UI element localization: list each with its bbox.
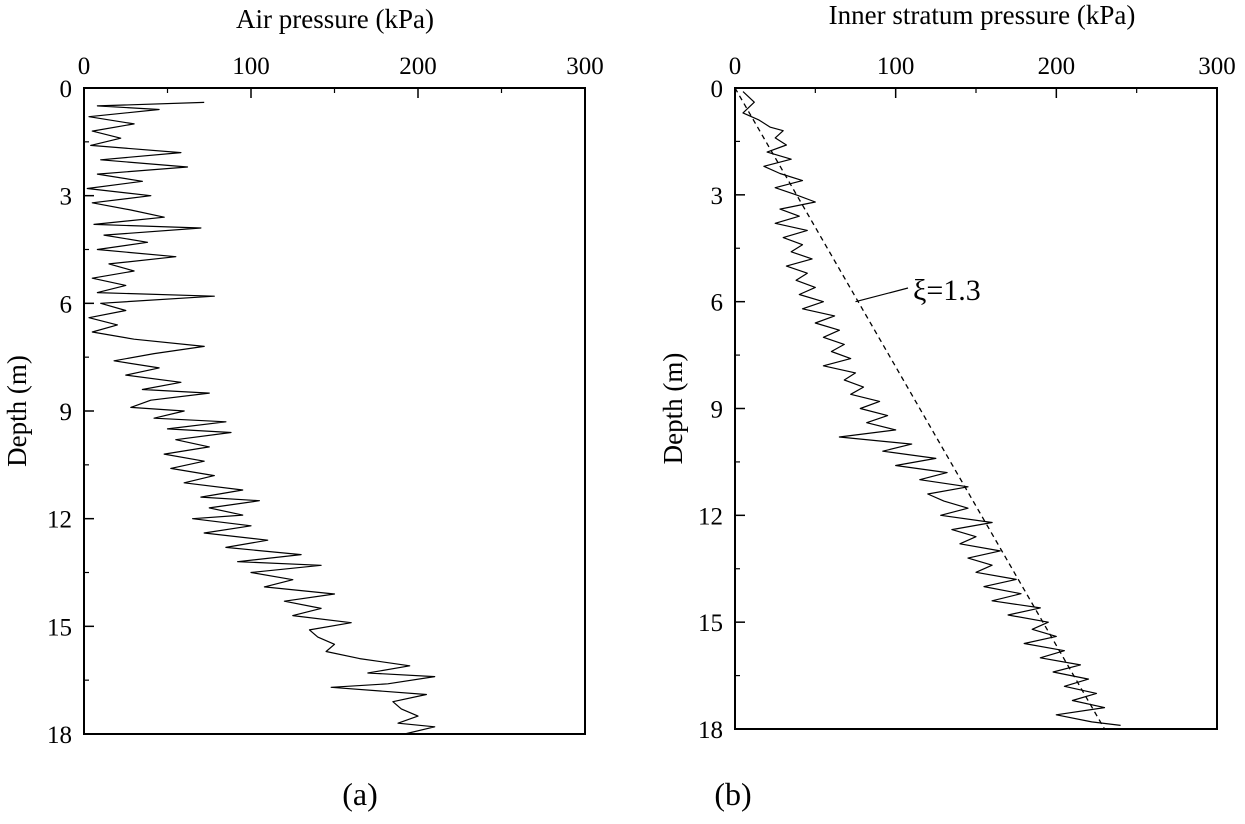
x-tick-label: 0 xyxy=(78,53,91,80)
x-tick-label: 0 xyxy=(729,53,742,80)
y-tick-label: 12 xyxy=(698,503,723,530)
plot-frame xyxy=(83,87,586,735)
y-tick-label: 15 xyxy=(698,610,723,637)
panel-label: (a) xyxy=(342,776,378,812)
x-axis-title: Air pressure (kPa) xyxy=(236,4,434,34)
x-tick-label: 200 xyxy=(399,53,437,80)
y-axis-title: Depth (m) xyxy=(658,353,688,465)
annotation-label: ξ=1.3 xyxy=(913,274,981,307)
y-tick-label: 18 xyxy=(698,717,723,744)
y-tick-label: 9 xyxy=(60,399,73,426)
annotation-leader xyxy=(855,287,909,303)
series-line xyxy=(86,101,436,735)
y-tick-label: 9 xyxy=(711,397,724,424)
series-line xyxy=(742,91,1121,726)
x-axis-title: Inner stratum pressure (kPa) xyxy=(829,0,1136,30)
y-tick-label: 0 xyxy=(711,76,724,103)
y-tick-label: 18 xyxy=(47,722,72,749)
series-fit-line xyxy=(734,87,1106,730)
y-axis-title: Depth (m) xyxy=(2,355,32,467)
y-tick-label: 6 xyxy=(711,290,724,317)
y-tick-label: 15 xyxy=(47,614,72,641)
x-tick-label: 300 xyxy=(1198,53,1236,80)
y-tick-label: 3 xyxy=(711,183,724,210)
x-tick-label: 200 xyxy=(1038,53,1076,80)
y-tick-label: 3 xyxy=(60,184,73,211)
y-tick-label: 12 xyxy=(47,507,72,534)
panel-label: (b) xyxy=(714,776,751,812)
panel-b: 0 100 200 300 0 3 6 9 12 15 18 Inner stratum pressu… xyxy=(658,0,1236,812)
x-tick-label: 100 xyxy=(877,53,915,80)
y-tick-label: 0 xyxy=(60,76,73,103)
x-tick-label: 300 xyxy=(566,53,604,80)
y-tick-label: 6 xyxy=(60,291,73,318)
plot-frame xyxy=(734,87,1218,730)
panel-a: 0 100 200 300 0 3 6 9 12 15 18 Air pressure (kPa) De… xyxy=(2,4,604,812)
x-tick-label: 100 xyxy=(232,53,270,80)
